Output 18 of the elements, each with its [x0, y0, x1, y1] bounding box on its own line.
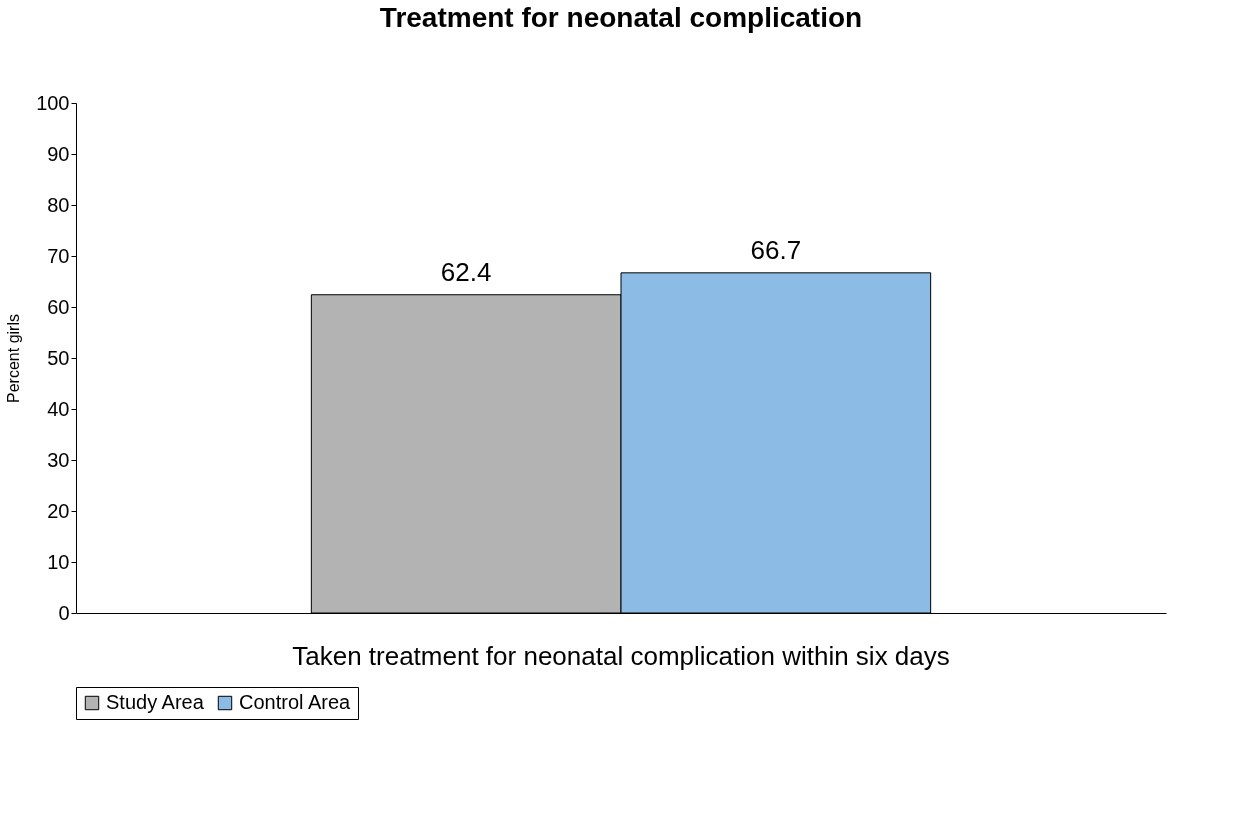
y-tick-label: 60 — [47, 295, 70, 318]
y-tick-label: 30 — [47, 448, 70, 471]
legend-label: Study Area — [106, 691, 205, 713]
x-tick-label: Taken treatment for neonatal complication within six days — [292, 640, 950, 671]
y-tick-label: 90 — [47, 142, 70, 165]
data-label: 66.7 — [750, 234, 802, 265]
y-axis-title: Percent girls — [5, 314, 23, 403]
data-label: 62.4 — [440, 256, 492, 287]
y-tick-label: 80 — [47, 193, 70, 216]
y-tick-label: 50 — [47, 346, 70, 369]
legend-label: Control Area — [239, 691, 352, 713]
y-tick-label: 40 — [47, 397, 70, 420]
y-tick-label: 20 — [47, 499, 70, 522]
y-tick-label: 70 — [47, 244, 70, 267]
y-tick-label: 10 — [47, 550, 70, 573]
chart-title: Treatment for neonatal complication — [379, 2, 863, 33]
y-tick-label: 100 — [36, 91, 70, 114]
y-tick-label: 0 — [58, 601, 70, 624]
